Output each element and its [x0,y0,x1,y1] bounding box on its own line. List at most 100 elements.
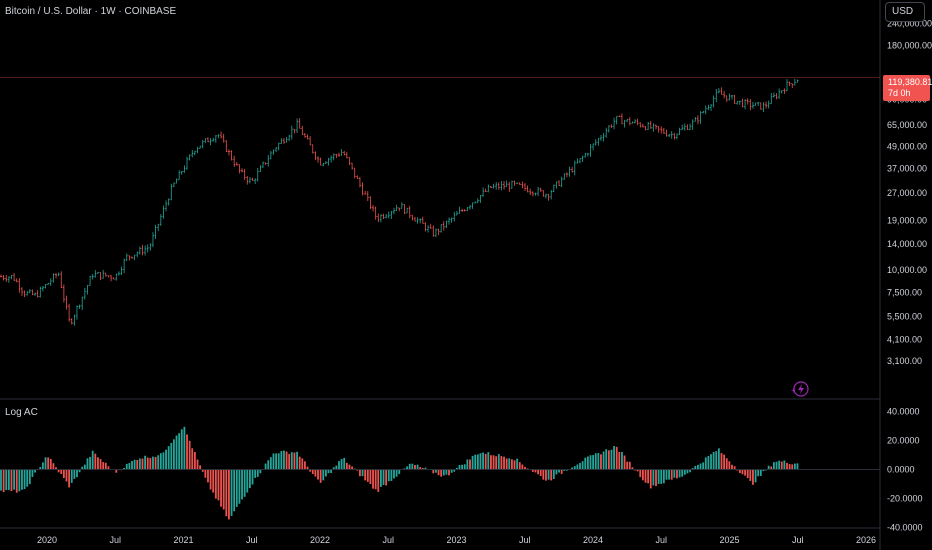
candle [275,147,278,153]
ac-bar [10,469,13,492]
ac-bar [332,467,335,470]
ac-bar [542,469,545,480]
candle [81,296,84,310]
candle [393,207,395,215]
candle [57,272,60,277]
candle [220,131,223,139]
candle [542,190,545,197]
ac-bar [0,469,2,491]
ac-bar [759,469,762,476]
ac-bar [505,458,508,470]
ac-bar [448,469,450,476]
candle [180,170,183,175]
ac-bar [165,449,167,470]
candle [576,158,579,164]
currency-button[interactable]: USD [885,2,925,22]
price-axis: 240,000.00180,000.0090,000.0065,000.0049… [887,18,932,366]
candle [555,181,558,189]
ac-bar [500,456,503,470]
candle [293,128,296,134]
ac-bar [330,469,333,473]
ac-bar [275,453,277,470]
candle [751,101,754,109]
ac-bar [644,469,647,483]
candle [117,271,120,276]
candle [563,173,566,180]
ac-bar [183,426,186,470]
ac-bar [652,469,655,486]
lightning-icon[interactable]: + [791,381,809,397]
candle [65,295,68,310]
ac-bar [775,461,778,470]
candle [353,167,356,179]
ac-bar [374,469,377,490]
ac-bar [390,469,393,481]
candle [157,223,160,232]
ac-bar [81,466,84,470]
ac-bar [621,451,623,470]
ac-bar [702,462,705,470]
candle [204,138,207,144]
ac-bar [94,453,97,470]
candle [552,184,555,193]
candle [62,284,65,303]
candle [489,186,492,189]
candle [636,118,639,126]
candle [52,273,55,283]
candle [717,88,720,94]
candle [379,214,382,223]
candle [2,275,5,281]
candle [537,186,540,196]
price-tick-label: 65,000.00 [887,120,927,130]
candle [639,122,642,128]
candle [110,274,113,282]
ac-bar [311,469,314,474]
ac-bar [710,454,712,470]
candle [34,292,37,296]
ac-bar [157,455,160,470]
candle [565,172,568,178]
candle [660,126,663,134]
ac-bar [217,469,220,501]
candle [571,166,574,173]
ac-bar [484,453,487,470]
ac-bar [471,455,474,470]
candle [445,220,448,229]
ac-bar [269,457,272,470]
candle [647,121,650,131]
candle [254,178,257,185]
time-axis: 2020 Jul 2021 Jul 2022 Jul 2023 Jul 2024 Jul 2025 J… [37,535,876,545]
ac-bar [317,469,319,480]
ac-bar [62,469,65,479]
candle [68,303,71,322]
price-tick-label: 4,100.00 [887,334,922,344]
ac-bar [421,468,424,470]
ac-bar [288,453,291,470]
ac-bar [550,469,553,481]
candle [634,119,637,124]
candle [212,137,215,142]
ac-bar [83,464,86,470]
ac-bar [573,466,576,470]
ac-bar [60,469,63,475]
time-tick-label: Jul [792,535,804,545]
candle [419,218,422,224]
candle [330,155,333,163]
ac-bar [649,469,652,489]
candle [351,162,354,170]
candle [96,271,99,274]
ac-bar [662,469,665,484]
candle [165,200,168,212]
candle [607,125,610,133]
candle [222,133,225,143]
candle [167,198,170,206]
candle [594,139,597,146]
ac-bar [115,469,118,473]
candle [55,272,58,279]
candle [505,180,508,188]
ac-bar [689,469,691,473]
candle [406,207,409,214]
ac-bar [97,457,99,470]
ac-bar [55,467,57,470]
